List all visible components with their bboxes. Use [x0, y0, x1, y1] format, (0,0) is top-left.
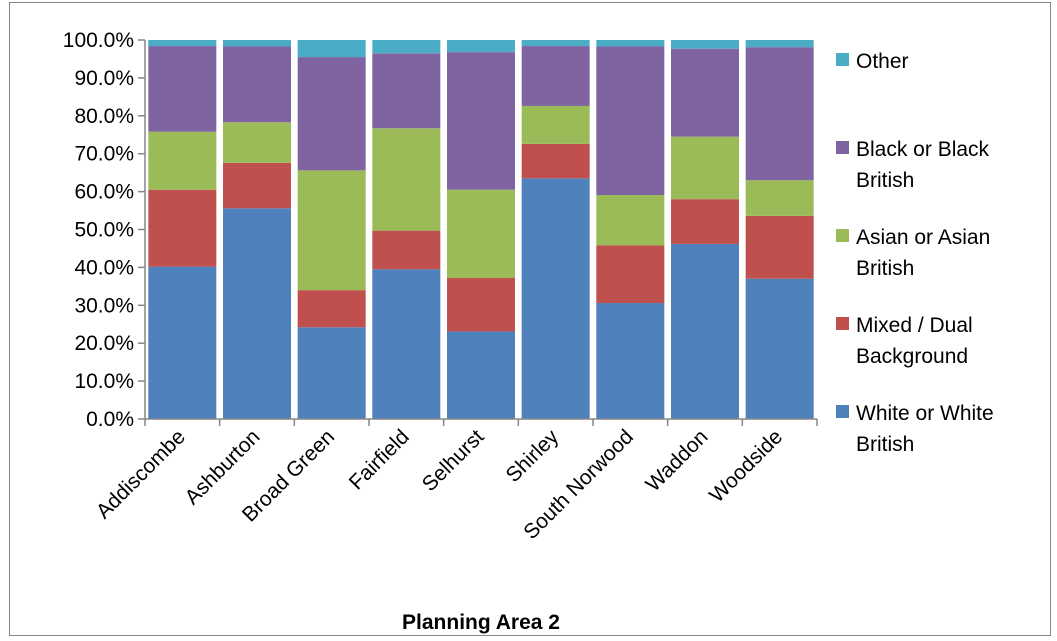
y-tick-label: 10.0% — [74, 370, 134, 393]
bar-broad-green-black-or-black-british — [297, 57, 366, 171]
y-tick-labels: 0.0% 10.0% 20.0% 30.0% 40.0% 50.0% 60.0% 70.0% 8… — [63, 29, 134, 431]
bar-broad-green-other — [297, 40, 366, 58]
legend-swatch-white-or-white-british — [836, 405, 849, 418]
legend-swatch-other — [836, 53, 849, 66]
bar-selhurst-white-or-white-british — [447, 331, 515, 419]
bar-fairfield-mixed-dual-background — [372, 230, 441, 270]
legend-label-white-or-white-british: British — [856, 433, 914, 456]
legend-label-mixed-dual-background: Background — [856, 345, 968, 368]
legend-label-other: Other — [856, 50, 909, 73]
axes-layer — [138, 39, 818, 426]
bars-layer — [148, 40, 814, 419]
x-category-label: Addiscombe — [92, 425, 190, 523]
bar-addiscombe-white-or-white-british — [148, 266, 217, 419]
y-tick-label: 100.0% — [63, 29, 134, 52]
bar-ashburton-asian-or-asian-british — [223, 122, 291, 163]
bar-selhurst-black-or-black-british — [447, 52, 515, 190]
bar-ashburton-black-or-black-british — [223, 46, 291, 123]
bar-broad-green-mixed-dual-background — [297, 290, 366, 328]
bar-ashburton-mixed-dual-background — [223, 162, 291, 209]
y-tick-label: 0.0% — [86, 408, 134, 431]
bar-shirley-asian-or-asian-british — [521, 105, 590, 144]
bar-south-norwood-asian-or-asian-british — [596, 195, 665, 246]
y-tick-label: 40.0% — [74, 256, 134, 279]
bar-woodside-mixed-dual-background — [745, 215, 814, 279]
y-tick-label: 70.0% — [74, 143, 134, 166]
y-tick-label: 80.0% — [74, 105, 134, 128]
bar-fairfield-black-or-black-british — [372, 53, 441, 129]
bar-fairfield-other — [372, 40, 441, 54]
bar-fairfield-white-or-white-british — [372, 269, 441, 419]
x-category-label: Selhurst — [418, 425, 489, 496]
x-category-label: Fairfield — [345, 425, 414, 494]
legend: Other Black or Black British Asian or Asian… — [836, 50, 994, 456]
bar-addiscombe-mixed-dual-background — [148, 189, 217, 267]
bar-waddon-white-or-white-british — [671, 243, 739, 419]
legend-label-asian-or-asian-british: Asian or Asian — [856, 226, 990, 249]
bar-waddon-other — [671, 40, 739, 49]
legend-label-black-or-black-british: Black or Black — [856, 138, 990, 161]
bar-ashburton-other — [223, 40, 291, 47]
legend-swatch-asian-or-asian-british — [836, 229, 849, 242]
bar-fairfield-asian-or-asian-british — [372, 128, 441, 231]
legend-swatch-black-or-black-british — [836, 141, 849, 154]
x-category-label: Shirley — [502, 425, 564, 487]
legend-label-white-or-white-british: White or White — [856, 402, 994, 425]
legend-label-black-or-black-british: British — [856, 169, 914, 192]
x-category-label: Woodside — [705, 425, 787, 507]
bar-shirley-other — [521, 40, 590, 47]
bar-shirley-mixed-dual-background — [521, 143, 590, 179]
y-tick-label: 60.0% — [74, 181, 134, 204]
bar-south-norwood-other — [596, 40, 665, 47]
bar-woodside-asian-or-asian-british — [745, 180, 814, 216]
bar-woodside-white-or-white-british — [745, 278, 814, 419]
bar-selhurst-mixed-dual-background — [447, 278, 515, 332]
bar-ashburton-white-or-white-british — [223, 208, 291, 419]
bar-woodside-black-or-black-british — [745, 47, 814, 181]
bar-waddon-asian-or-asian-british — [671, 136, 739, 200]
y-tick-label: 50.0% — [74, 219, 134, 242]
bar-waddon-black-or-black-british — [671, 48, 739, 137]
x-category-label: Waddon — [642, 425, 713, 496]
bar-broad-green-white-or-white-british — [297, 327, 366, 419]
y-tick-label: 90.0% — [74, 67, 134, 90]
bar-shirley-white-or-white-british — [521, 178, 590, 419]
bar-addiscombe-asian-or-asian-british — [148, 131, 217, 190]
bar-selhurst-other — [447, 40, 515, 53]
x-axis-title: Planning Area 2 — [402, 611, 560, 634]
bar-south-norwood-mixed-dual-background — [596, 245, 665, 304]
legend-label-asian-or-asian-british: British — [856, 257, 914, 280]
bar-selhurst-asian-or-asian-british — [447, 189, 515, 279]
y-tick-label: 30.0% — [74, 294, 134, 317]
bar-south-norwood-black-or-black-british — [596, 46, 665, 196]
legend-label-mixed-dual-background: Mixed / Dual — [856, 314, 973, 337]
bar-woodside-other — [745, 40, 814, 48]
bar-addiscombe-other — [148, 40, 217, 47]
bar-south-norwood-white-or-white-british — [596, 303, 665, 419]
legend-swatch-mixed-dual-background — [836, 317, 849, 330]
bar-broad-green-asian-or-asian-british — [297, 170, 366, 291]
bar-shirley-black-or-black-british — [521, 46, 590, 106]
bar-addiscombe-black-or-black-british — [148, 46, 217, 132]
y-tick-label: 20.0% — [74, 332, 134, 355]
bar-waddon-mixed-dual-background — [671, 199, 739, 244]
